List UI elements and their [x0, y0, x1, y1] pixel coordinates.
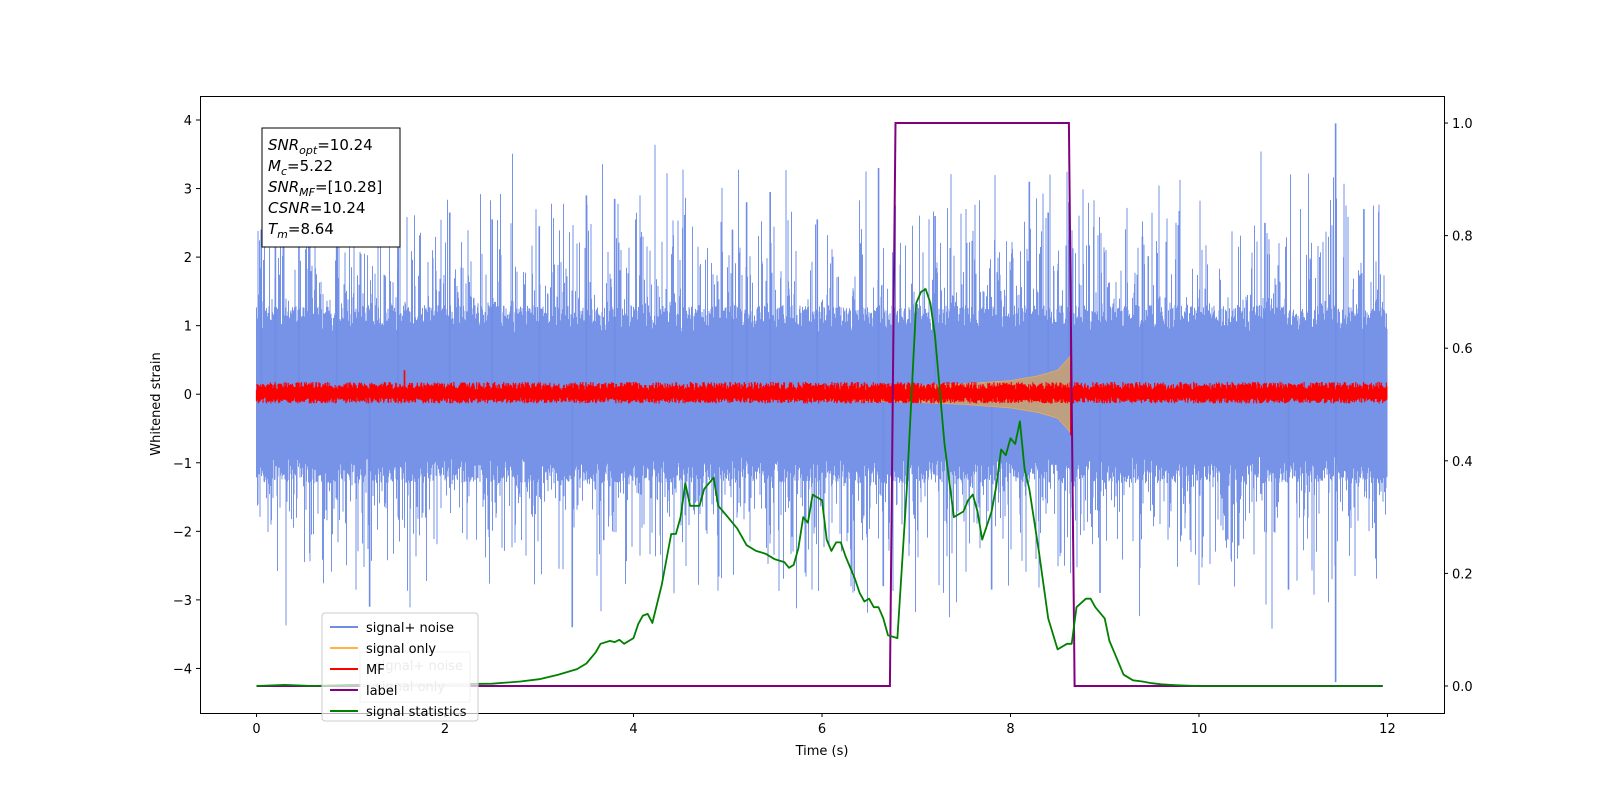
x-tick-label: 2 — [441, 722, 449, 737]
y2-tick-label: 0.4 — [1452, 455, 1473, 470]
legend-label: signal statistics — [366, 705, 467, 720]
stats-line: Tm=8.64 — [268, 220, 334, 241]
x-tick-label: 4 — [629, 722, 637, 737]
label-line — [256, 122, 1383, 687]
signal-statistics-series — [256, 288, 1383, 687]
y2-tick-label: 0.2 — [1452, 567, 1473, 582]
signal-noise-series — [256, 123, 1388, 683]
stats-box-frame — [261, 127, 401, 248]
plot-area — [255, 122, 1388, 687]
y-tick-label: 1 — [184, 320, 192, 335]
x-tick-label: 10 — [1191, 722, 1208, 737]
label-series — [256, 122, 1383, 687]
y-tick-label: −3 — [173, 594, 192, 609]
stats-line: Mc=5.22 — [268, 157, 333, 178]
x-tick-label: 12 — [1379, 722, 1396, 737]
stats-line: SNRMF=[10.28] — [268, 178, 382, 199]
y-axis-label: Whitened strain — [149, 352, 164, 455]
x-axis-label: Time (s) — [795, 744, 849, 759]
legend-label: MF — [366, 663, 385, 678]
legend-label: signal only — [366, 642, 436, 657]
y-tick-label: −2 — [173, 525, 192, 540]
x-tick-label: 8 — [1006, 722, 1014, 737]
stats-box: SNRopt=10.24Mc=5.22SNRMF=[10.28]CSNR=10.… — [261, 127, 401, 248]
y-tick-label: 4 — [184, 114, 192, 129]
mf-series — [255, 325, 1388, 436]
signal-statistics-line — [256, 288, 1383, 687]
y-tick-label: −4 — [173, 662, 192, 677]
y-tick-label: 2 — [184, 251, 192, 266]
legend-frame — [321, 612, 479, 722]
mf-line — [255, 381, 1388, 404]
stats-line: SNRopt=10.24 — [268, 136, 373, 157]
legend-label: signal+ noise — [366, 621, 454, 636]
y2-tick-label: 0.6 — [1452, 342, 1473, 357]
stats-line: CSNR=10.24 — [268, 199, 365, 217]
y-tick-label: 0 — [184, 388, 192, 403]
y-axis-right: 0.0 0.2 0.4 0.6 0.8 1.0 — [1444, 117, 1473, 695]
y-axis-left: −4 −3 −2 −1 0 1 2 3 4 — [173, 114, 200, 677]
y-tick-label: 3 — [184, 183, 192, 198]
y2-tick-label: 0.0 — [1452, 680, 1473, 695]
x-axis: 0 2 4 6 8 10 12 — [252, 713, 1396, 737]
x-tick-label: 0 — [252, 722, 260, 737]
legend-label: label — [366, 684, 397, 699]
x-tick-label: 6 — [818, 722, 826, 737]
y2-tick-label: 1.0 — [1452, 117, 1473, 132]
y-tick-label: −1 — [173, 457, 192, 472]
y2-tick-label: 0.8 — [1452, 230, 1473, 245]
